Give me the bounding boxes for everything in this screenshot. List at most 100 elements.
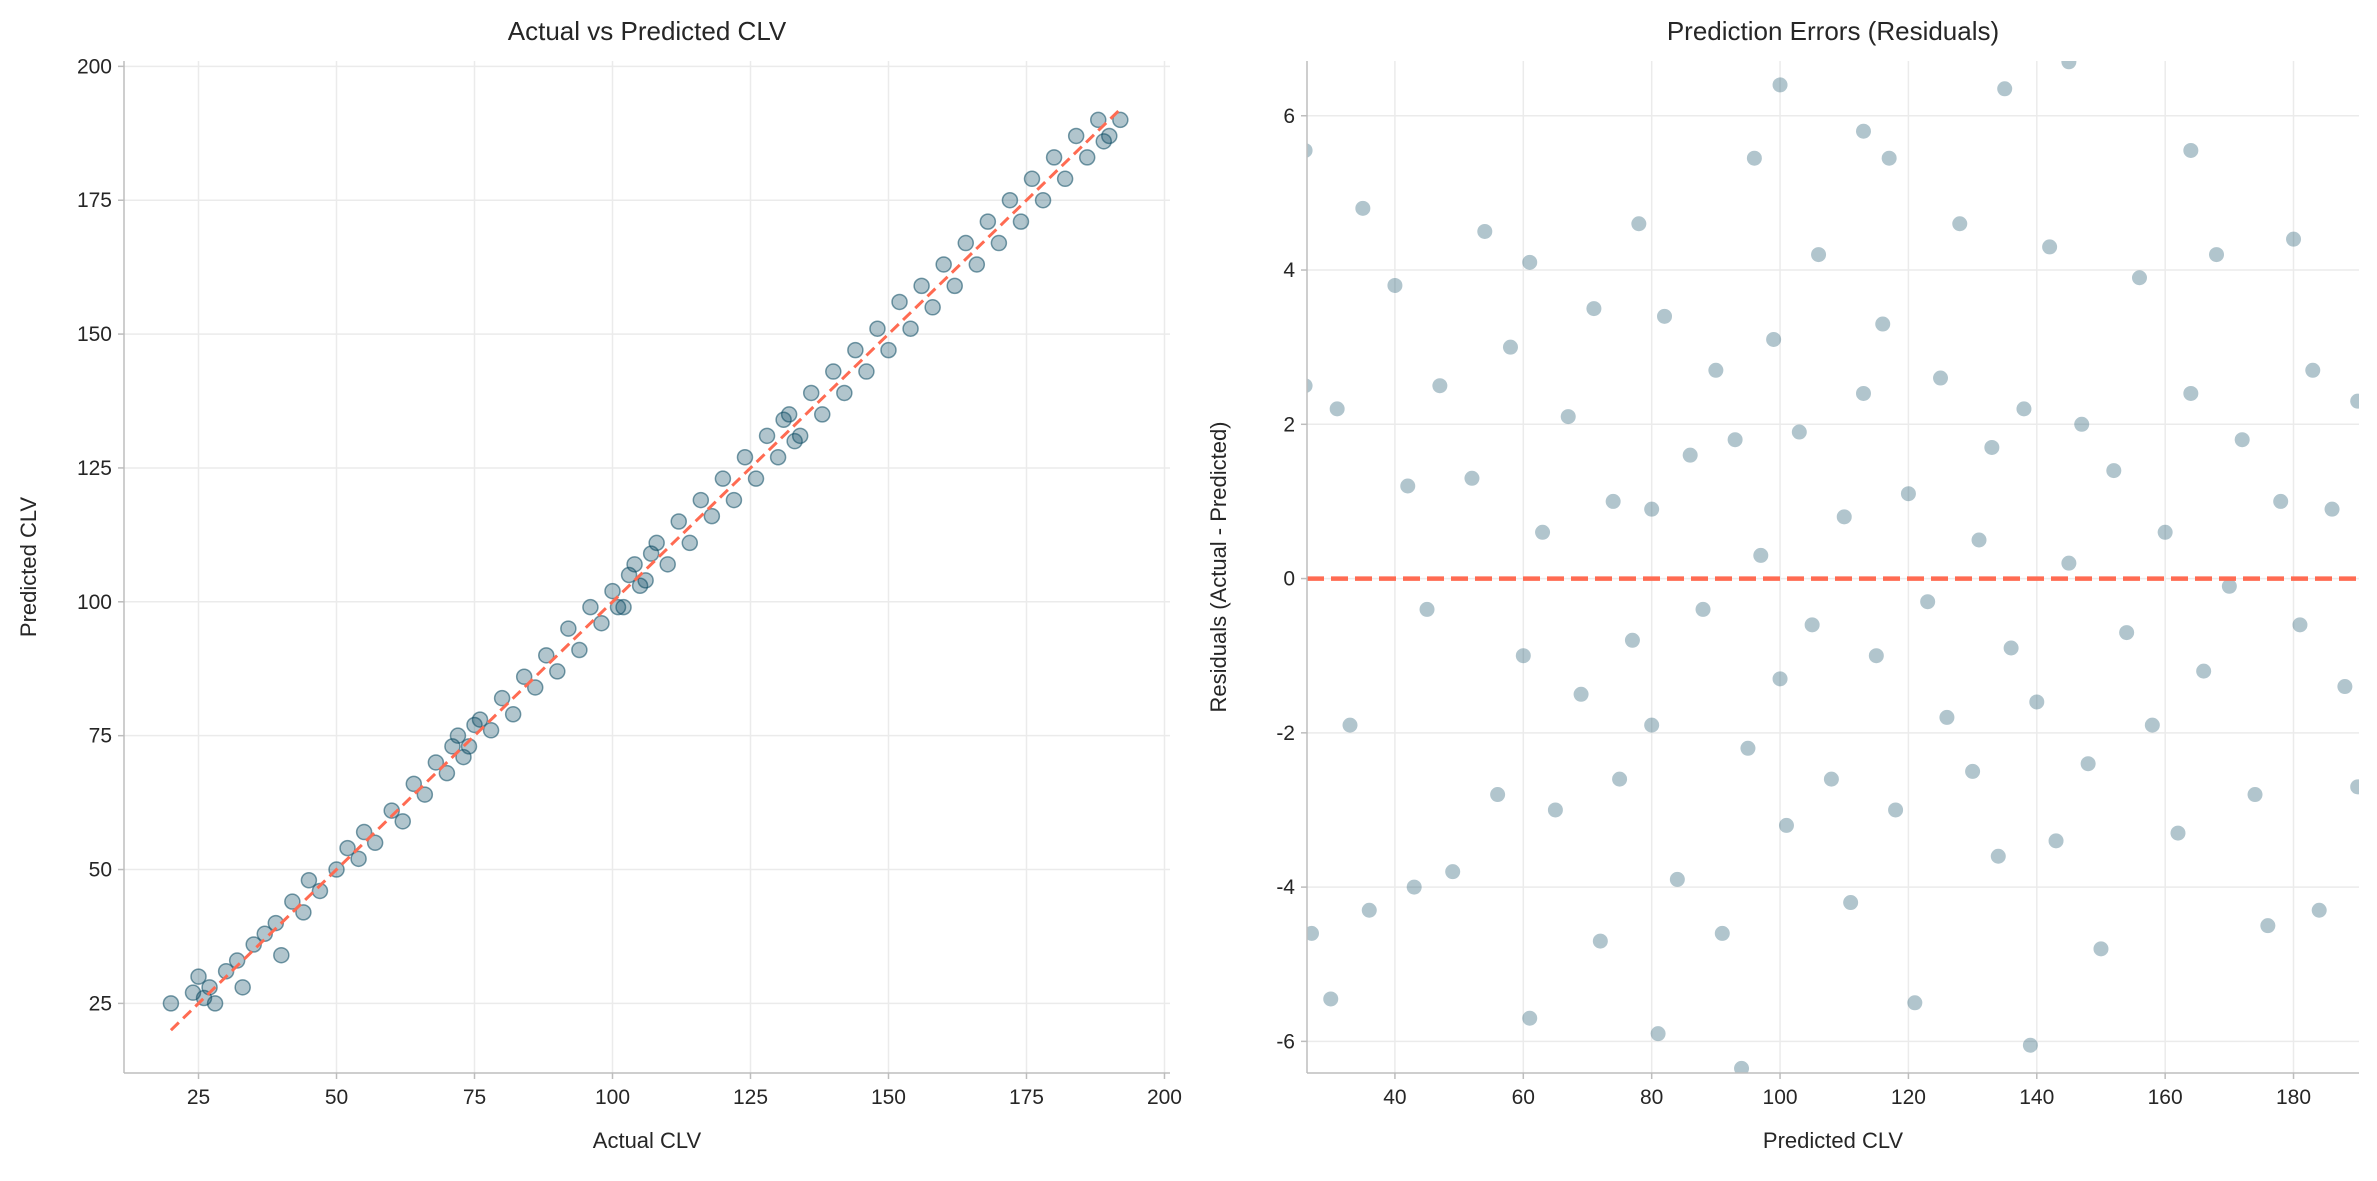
data-point [2144,717,2160,733]
data-point [802,384,820,402]
data-point [1900,486,1916,502]
data-point [2292,617,2308,633]
data-point [858,363,875,380]
y-axis-label: Predicted CLV [16,497,41,638]
data-point [504,705,522,723]
data-point [582,598,599,616]
data-point [593,614,610,632]
data-point [1522,1010,1538,1026]
data-point [913,277,930,295]
data-point [2350,779,2359,795]
data-point [2074,416,2090,432]
data-point [1772,77,1788,93]
data-point [1406,879,1422,895]
data-point [1307,925,1319,941]
data-point [482,722,500,739]
data-point [1740,740,1756,756]
x-tick-label: 160 [2148,1086,2183,1109]
data-point [1078,149,1096,166]
y-tick-label: 4 [1283,259,1295,282]
data-point [758,427,776,445]
y-tick-label: 25 [89,992,112,1015]
data-point [2048,833,2064,849]
data-point [1464,470,1480,486]
x-tick-label: 140 [2019,1086,2054,1109]
data-point [946,277,963,295]
data-point [1605,493,1621,509]
data-point [1823,771,1839,787]
data-point [1714,925,1730,941]
y-tick-label: 2 [1283,413,1295,436]
data-point [891,293,908,311]
data-point [1933,370,1949,386]
grid [124,61,1170,1073]
data-point [2003,640,2019,656]
data-point [626,556,643,573]
data-point [2157,524,2173,540]
data-point [1997,81,2013,97]
data-point [1631,216,1647,232]
data-point [1746,150,1762,166]
data-point [2016,401,2032,417]
data-point [880,341,897,359]
data-point [571,641,588,659]
data-point [604,582,621,600]
data-point [2350,393,2359,409]
data-point [1708,362,1724,378]
data-point [1644,501,1660,517]
data-point [1843,895,1859,911]
data-point [1804,617,1820,633]
x-tick-label: 150 [871,1086,906,1109]
data-point [1766,331,1782,347]
data-point [1612,771,1628,787]
x-tick-label: 80 [1640,1086,1663,1109]
data-point [1023,170,1041,188]
data-point [2093,941,2109,957]
data-point [1001,191,1019,209]
data-point [2196,663,2212,679]
data-point [714,470,732,487]
data-point [814,406,831,423]
chart-title: Actual vs Predicted CLV [508,16,787,46]
data-point [1067,127,1085,145]
data-point [1855,123,1871,139]
data-point [311,882,329,900]
data-point [2106,463,2122,479]
x-tick-label: 175 [1009,1086,1044,1109]
chart-title: Prediction Errors (Residuals) [1667,16,1999,46]
y-tick-label: 125 [77,457,112,480]
y-tick-label: 6 [1283,105,1295,128]
residuals-chart: Prediction Errors (Residuals) Predicted … [1206,16,2359,1153]
data-point [1984,439,2000,455]
data-point [869,320,886,337]
data-point [1490,787,1506,803]
data-point [273,946,290,964]
data-point [2324,501,2340,517]
data-point [968,256,986,273]
data-point [549,663,566,680]
data-point [2209,247,2225,263]
data-point [1307,378,1313,393]
data-point [427,754,445,771]
data-point [1734,1060,1750,1073]
data-point [692,491,710,509]
data-point [228,952,246,969]
y-tick-label: -6 [1276,1030,1295,1053]
data-point [2234,432,2250,448]
data-point [1855,385,1871,401]
data-point [1502,339,1518,355]
data-point [1592,933,1608,949]
data-point [1888,802,1904,818]
data-point [1012,213,1030,230]
data-point [902,320,919,337]
data-point [2042,239,2058,255]
data-point [2029,694,2045,710]
data-point [295,904,312,921]
data-point [1836,509,1852,525]
data-points [162,108,1129,1032]
data-point [438,764,456,782]
x-tick-label: 60 [1512,1086,1535,1109]
x-tick-label: 180 [2276,1086,2311,1109]
data-point [736,448,754,466]
